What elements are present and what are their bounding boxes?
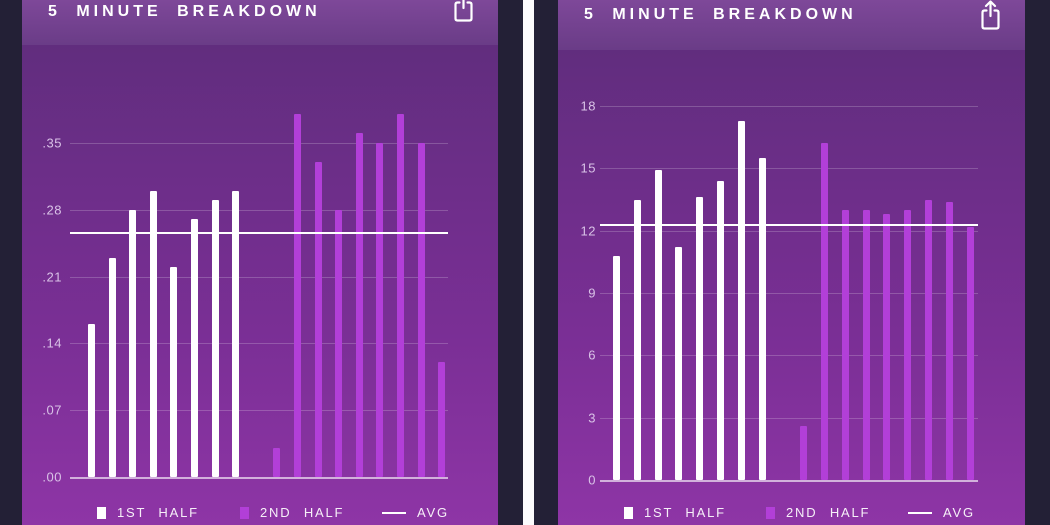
gridline (70, 143, 448, 144)
gridline (600, 293, 978, 294)
legend-label: 2ND HALF (786, 505, 871, 520)
legend-item-1st-half: 1ST HALF (624, 505, 726, 520)
y-tick-label: .07 (42, 402, 62, 418)
legend-item-2nd-half: 2ND HALF (240, 505, 344, 520)
y-tick-label: 0 (588, 472, 596, 488)
legend-label: 2ND HALF (260, 505, 345, 520)
legend-label: 1ST HALF (117, 505, 199, 520)
first-half-swatch-icon (624, 506, 633, 519)
bar-2nd-half (925, 199, 932, 480)
gridline (600, 168, 978, 170)
breakdown-card-left: 5 MINUTE BREAKDOWN 1ST HALF 2ND HALF (22, 0, 498, 525)
legend-item-avg: AVG (382, 505, 449, 520)
bar-1st-half (675, 247, 683, 480)
bar-2nd-half (397, 114, 404, 477)
card-title: 5 MINUTE BREAKDOWN (584, 6, 857, 23)
bar-1st-half (654, 170, 662, 480)
bar-2nd-half (862, 209, 870, 480)
legend-label: 1ST HALF (644, 505, 726, 520)
bar-1st-half (758, 157, 766, 480)
legend-label: AVG (417, 505, 449, 520)
chart-legend: 1ST HALF 2ND HALF AVG (22, 505, 498, 525)
bar-2nd-half (438, 362, 446, 477)
bar-2nd-half (966, 226, 974, 480)
legend-label: AVG (943, 505, 975, 520)
bar-2nd-half (417, 143, 425, 477)
second-half-swatch-icon (240, 506, 249, 519)
first-half-swatch-icon (97, 506, 106, 519)
card-title: 5 MINUTE BREAKDOWN (48, 2, 321, 20)
bar-2nd-half (273, 448, 281, 477)
bar-1st-half (170, 267, 178, 477)
legend-item-2nd-half: 2ND HALF (766, 505, 870, 520)
second-half-swatch-icon (766, 506, 775, 519)
bar-1st-half (696, 197, 704, 480)
bar-2nd-half (314, 162, 322, 477)
y-tick-label: 3 (588, 410, 596, 426)
bar-2nd-half (883, 214, 891, 480)
bar-1st-half (737, 120, 745, 480)
y-tick-label: .35 (42, 135, 62, 151)
bar-1st-half (88, 324, 95, 477)
bar-1st-half (129, 209, 137, 477)
five-minute-breakdown-chart: 1ST HALF 2ND HALF AVG 18 15 12 9 6 3 0 (558, 50, 1025, 525)
bar-1st-half (633, 199, 641, 480)
breakdown-card-right: 5 MINUTE BREAKDOWN 1ST HALF 2ND HALF (558, 0, 1025, 525)
card-header: 5 MINUTE BREAKDOWN (22, 0, 498, 45)
avg-line (600, 224, 978, 227)
y-tick-label: .14 (42, 335, 62, 351)
bar-2nd-half (821, 143, 828, 480)
avg-line-swatch-icon (382, 511, 406, 514)
y-tick-label: 12 (580, 223, 596, 239)
gridline (600, 417, 978, 419)
five-minute-breakdown-chart: 1ST HALF 2ND HALF AVG .35 .28 .21 .14 .07 .00 (22, 45, 498, 525)
share-export-icon[interactable] (978, 0, 1003, 31)
y-tick-label: .28 (42, 202, 62, 218)
gridline (600, 355, 978, 357)
card-header: 5 MINUTE BREAKDOWN (558, 0, 1025, 50)
gridline (600, 230, 978, 232)
legend-item-avg: AVG (908, 505, 975, 520)
y-tick-label: .00 (42, 469, 62, 485)
gridline (70, 276, 448, 278)
chart-legend: 1ST HALF 2ND HALF AVG (558, 505, 1025, 525)
gridline (600, 106, 978, 107)
avg-line (70, 231, 448, 234)
y-tick-label: 9 (588, 285, 596, 301)
y-tick-label: 15 (580, 160, 596, 176)
legend-item-1st-half: 1ST HALF (97, 505, 199, 520)
gridline (70, 343, 448, 345)
bar-2nd-half (355, 133, 363, 477)
bar-2nd-half (841, 209, 849, 480)
panel-divider (523, 0, 534, 525)
y-tick-label: 6 (588, 347, 596, 363)
bar-2nd-half (904, 209, 912, 480)
bar-2nd-half (335, 209, 343, 477)
bar-1st-half (232, 190, 240, 477)
bar-1st-half (717, 180, 724, 480)
bar-1st-half (613, 255, 620, 480)
y-tick-label: .21 (42, 269, 62, 285)
bar-1st-half (191, 219, 198, 477)
bar-2nd-half (376, 143, 384, 477)
x-axis-baseline (70, 477, 448, 479)
bar-2nd-half (800, 425, 808, 480)
gridline (70, 209, 448, 211)
bar-2nd-half (945, 201, 953, 480)
bar-1st-half (211, 200, 219, 477)
x-axis-baseline (600, 480, 978, 482)
share-export-icon[interactable] (451, 0, 476, 23)
y-tick-label: 18 (580, 98, 596, 114)
gridline (70, 410, 448, 412)
bar-1st-half (149, 190, 157, 477)
bar-1st-half (108, 257, 116, 477)
avg-line-swatch-icon (908, 511, 932, 514)
bar-2nd-half (294, 114, 301, 477)
